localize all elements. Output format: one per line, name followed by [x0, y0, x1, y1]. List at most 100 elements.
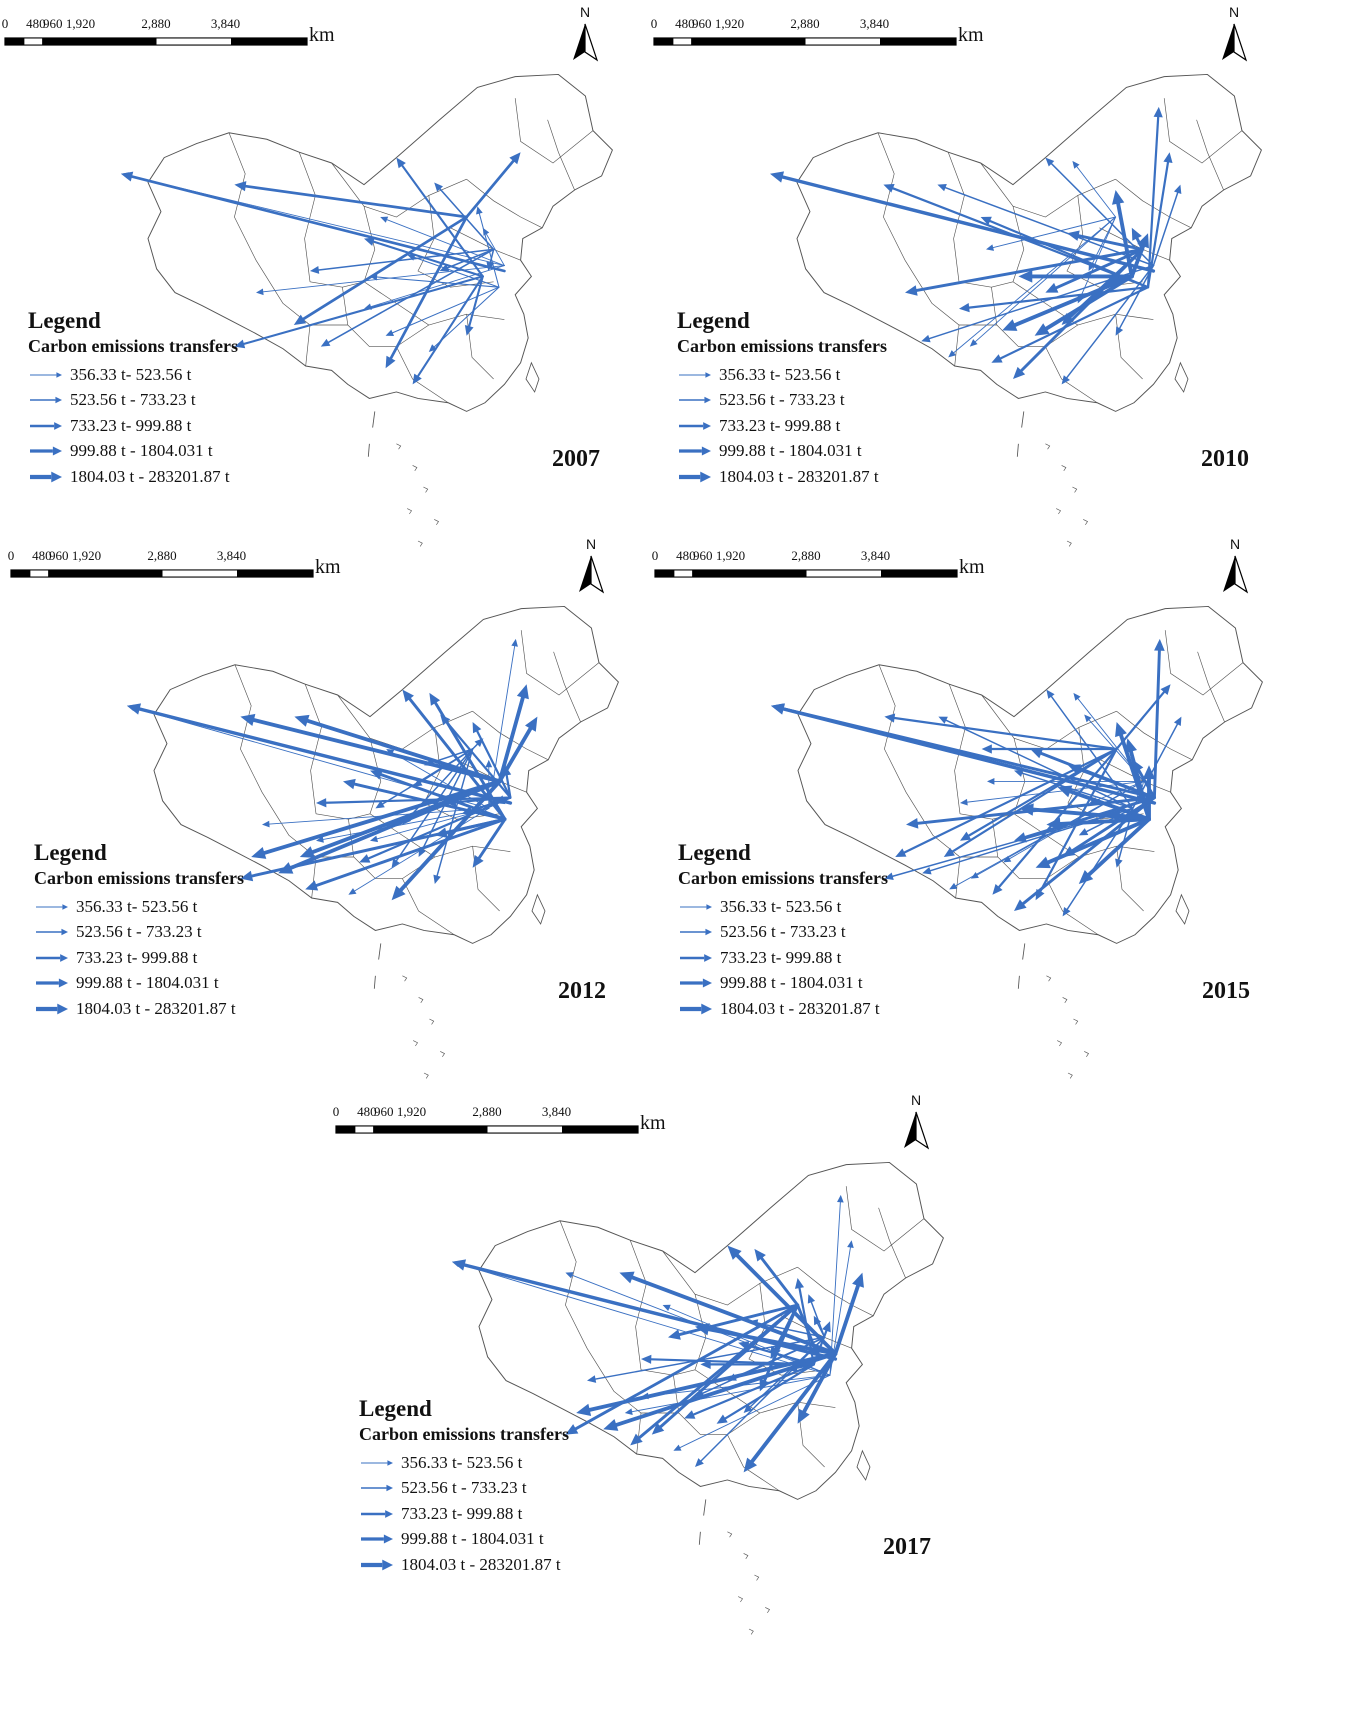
flow-arrow	[684, 1363, 815, 1419]
province-boundary	[1142, 249, 1170, 261]
scale-unit: km	[640, 1112, 666, 1134]
dashed-line	[1016, 411, 1025, 457]
flow-arrow	[464, 275, 484, 336]
north-label: N	[580, 4, 591, 20]
scale-bar	[10, 569, 314, 578]
scale-tick-label: 3,840	[860, 548, 891, 563]
island-mark	[727, 1531, 733, 1538]
flow-arrow	[1072, 160, 1117, 218]
flow-arrow	[938, 716, 1134, 810]
legend-item: 1804.03 t - 283201.87 t	[678, 996, 888, 1022]
legend-arrow-icon	[361, 1559, 393, 1571]
north-arrow-right	[1234, 555, 1249, 594]
country-outline	[153, 605, 619, 944]
flow-arrow	[1067, 230, 1145, 251]
scale-bar	[654, 569, 958, 578]
flow-arrow	[695, 1336, 826, 1467]
flow-arrow	[472, 722, 512, 799]
flow-arrow	[396, 157, 484, 278]
legend-arrow-icon	[680, 953, 712, 962]
province-boundary	[472, 710, 549, 761]
legend-arrow-icon	[361, 1509, 393, 1518]
china-map	[121, 73, 613, 547]
scale-unit: km	[309, 24, 335, 46]
legend-arrow-icon	[679, 396, 711, 404]
scale-bar-segment	[562, 1125, 639, 1134]
province-boundary	[1196, 119, 1224, 191]
scale-tick-label: 2,880	[472, 1104, 502, 1119]
legend-item: 356.33 t- 523.56 t	[678, 894, 888, 920]
legend: Legend Carbon emissions transfers 356.33…	[678, 840, 888, 1022]
map-panel-2010: 0 480 960 1,920 2,880 3,840 km N Legend Carbo…	[649, 0, 1332, 560]
legend-item-label: 1804.03 t - 283201.87 t	[70, 466, 230, 486]
province-boundary	[1115, 314, 1143, 380]
flow-arrow	[127, 703, 513, 805]
north-arrow-icon	[1223, 555, 1249, 594]
legend-arrow-icon	[361, 1459, 393, 1466]
province-boundary	[878, 664, 934, 836]
scale-tick-label: 3,840	[859, 16, 890, 31]
province-boundary	[228, 132, 284, 304]
flow-arrow	[256, 265, 505, 296]
province-boundary	[1045, 303, 1154, 326]
flow-arrow	[587, 1336, 826, 1383]
province-boundary	[234, 664, 290, 836]
legend-subtitle: Carbon emissions transfers	[677, 336, 887, 356]
legend-item: 999.88 t - 1804.031 t	[28, 439, 238, 465]
scale-bar-segment	[231, 37, 308, 46]
island-mark	[396, 443, 402, 450]
province-boundary	[640, 1369, 696, 1376]
scale-tick-label: 2,880	[791, 548, 821, 563]
north-arrow-right	[584, 23, 599, 62]
north-arrow-icon	[904, 1111, 930, 1150]
legend-arrow-icon	[680, 928, 712, 936]
legend-items: 356.33 t- 523.56 t 523.56 t - 733.23 t 733…	[28, 362, 238, 490]
legend-item: 356.33 t- 523.56 t	[677, 362, 887, 388]
country-outline	[797, 605, 1263, 944]
country-outline	[147, 73, 613, 412]
legend-items: 356.33 t- 523.56 t 523.56 t - 733.23 t 733…	[34, 894, 244, 1022]
legend: Legend Carbon emissions transfers 356.33…	[28, 308, 238, 490]
flow-arrow	[293, 215, 468, 325]
scale-tick-label: 3,840	[216, 548, 247, 563]
province-boundary	[1116, 846, 1144, 912]
scale-tick-label: 2,880	[790, 16, 820, 31]
flow-arrow	[727, 1245, 838, 1356]
legend-item-label: 733.23 t- 999.88 t	[719, 415, 841, 435]
flow-arrow	[407, 254, 500, 288]
flow-arrow	[833, 1272, 864, 1356]
flow-arrow	[364, 237, 484, 278]
legend-item: 523.56 t - 733.23 t	[678, 920, 888, 946]
island-mark	[1084, 1051, 1089, 1057]
legend-item-label: 733.23 t- 999.88 t	[401, 1503, 523, 1523]
province-boundary	[613, 1391, 679, 1414]
scale-tick-label: 480	[357, 1104, 377, 1119]
flow-arrow	[305, 817, 507, 891]
north-arrow-right	[915, 1111, 930, 1150]
legend-arrow-icon	[36, 953, 68, 962]
province-boundary	[727, 1391, 836, 1414]
island-mark	[440, 1051, 445, 1057]
flow-arrow	[320, 248, 495, 347]
province-boundary	[931, 303, 997, 326]
legend-subtitle: Carbon emissions transfers	[678, 868, 888, 888]
legend-item: 523.56 t - 733.23 t	[677, 388, 887, 414]
flow-arrow	[1115, 684, 1171, 751]
legend-item-label: 733.23 t- 999.88 t	[70, 415, 192, 435]
island-mark	[413, 1040, 418, 1047]
country-outline	[478, 1161, 944, 1500]
legend-subtitle: Carbon emissions transfers	[359, 1424, 569, 1444]
scale-unit: km	[959, 556, 985, 578]
legend-arrow-icon	[30, 446, 62, 456]
province-boundary	[417, 195, 494, 288]
flow-arrow	[565, 1303, 800, 1435]
map-layer	[127, 605, 619, 1079]
dashed-line	[373, 943, 382, 989]
province-boundary	[1045, 346, 1098, 404]
scale-bar-segment	[880, 37, 957, 46]
legend-item-label: 999.88 t - 1804.031 t	[720, 973, 863, 993]
legend-item-label: 523.56 t - 733.23 t	[76, 922, 202, 942]
province-boundary	[396, 346, 449, 404]
flow-arrow	[385, 215, 468, 369]
flow-arrow	[673, 1374, 831, 1451]
